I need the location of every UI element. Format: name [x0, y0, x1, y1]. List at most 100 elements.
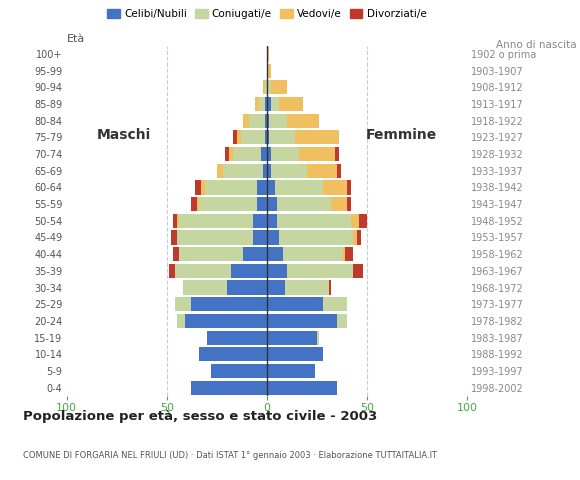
Bar	[243, 247, 267, 261]
Bar	[267, 147, 271, 161]
Bar	[359, 214, 367, 228]
Text: Popolazione per età, sesso e stato civile - 2003: Popolazione per età, sesso e stato civil…	[23, 410, 378, 423]
Bar	[267, 214, 277, 228]
Bar	[287, 264, 353, 278]
Bar	[271, 97, 279, 111]
Bar	[271, 80, 287, 95]
Bar	[347, 180, 351, 194]
Bar	[267, 297, 323, 312]
Bar	[267, 280, 285, 295]
Text: Femmine: Femmine	[365, 128, 437, 143]
Bar	[241, 130, 265, 144]
Bar	[337, 314, 347, 328]
Bar	[263, 80, 265, 95]
Bar	[347, 197, 351, 211]
Bar	[227, 280, 267, 295]
Bar	[275, 180, 323, 194]
Bar	[253, 230, 267, 245]
Bar	[299, 147, 335, 161]
Bar	[331, 197, 347, 211]
Bar	[337, 164, 341, 178]
Text: Maschi: Maschi	[97, 128, 151, 143]
Bar	[265, 97, 267, 111]
Bar	[357, 230, 361, 245]
Text: COMUNE DI FORGARIA NEL FRIULI (UD) · Dati ISTAT 1° gennaio 2003 · Elaborazione T: COMUNE DI FORGARIA NEL FRIULI (UD) · Dat…	[23, 451, 437, 460]
Bar	[267, 114, 269, 128]
Bar	[259, 97, 265, 111]
Bar	[225, 147, 229, 161]
Bar	[191, 297, 267, 312]
Bar	[257, 180, 267, 194]
Bar	[233, 147, 261, 161]
Bar	[179, 214, 253, 228]
Bar	[179, 247, 243, 261]
Bar	[267, 381, 337, 395]
Bar	[191, 381, 267, 395]
Bar	[191, 197, 197, 211]
Bar	[267, 247, 283, 261]
Bar	[285, 280, 329, 295]
Bar	[211, 364, 267, 378]
Bar	[277, 197, 331, 211]
Bar	[267, 130, 269, 144]
Bar	[205, 180, 257, 194]
Bar	[195, 180, 201, 194]
Bar	[329, 280, 331, 295]
Bar	[353, 230, 357, 245]
Bar	[335, 147, 339, 161]
Bar	[265, 114, 267, 128]
Text: Età: Età	[67, 34, 85, 44]
Bar	[267, 80, 271, 95]
Bar	[267, 264, 287, 278]
Bar	[287, 114, 319, 128]
Bar	[317, 331, 319, 345]
Bar	[267, 230, 279, 245]
Bar	[255, 97, 259, 111]
Bar	[279, 97, 303, 111]
Bar	[177, 214, 179, 228]
Bar	[257, 197, 267, 211]
Bar	[229, 147, 233, 161]
Bar	[261, 147, 267, 161]
Bar	[295, 130, 339, 144]
Bar	[267, 47, 269, 61]
Text: Anno di nascita: Anno di nascita	[496, 40, 577, 50]
Bar	[343, 247, 345, 261]
Bar	[267, 164, 271, 178]
Bar	[267, 331, 317, 345]
Bar	[279, 230, 353, 245]
Bar	[233, 130, 237, 144]
Bar	[169, 264, 175, 278]
Bar	[223, 164, 263, 178]
Bar	[267, 63, 271, 78]
Bar	[243, 114, 249, 128]
Bar	[283, 247, 343, 261]
Bar	[173, 214, 177, 228]
Bar	[267, 314, 337, 328]
Bar	[267, 364, 315, 378]
Bar	[237, 130, 241, 144]
Bar	[323, 297, 347, 312]
Bar	[177, 314, 185, 328]
Bar	[263, 164, 267, 178]
Bar	[175, 297, 191, 312]
Bar	[345, 247, 353, 261]
Bar	[183, 280, 227, 295]
Bar	[249, 114, 265, 128]
Bar	[323, 180, 347, 194]
Bar	[277, 214, 351, 228]
Bar	[175, 264, 231, 278]
Bar	[217, 164, 223, 178]
Bar	[351, 214, 359, 228]
Bar	[271, 147, 299, 161]
Bar	[185, 314, 267, 328]
Bar	[353, 264, 363, 278]
Bar	[265, 130, 267, 144]
Bar	[207, 331, 267, 345]
Bar	[197, 197, 199, 211]
Bar	[267, 97, 271, 111]
Bar	[199, 347, 267, 361]
Bar	[269, 114, 287, 128]
Legend: Celibi/Nubili, Coniugati/e, Vedovi/e, Divorziati/e: Celibi/Nubili, Coniugati/e, Vedovi/e, Di…	[103, 5, 430, 24]
Bar	[171, 230, 177, 245]
